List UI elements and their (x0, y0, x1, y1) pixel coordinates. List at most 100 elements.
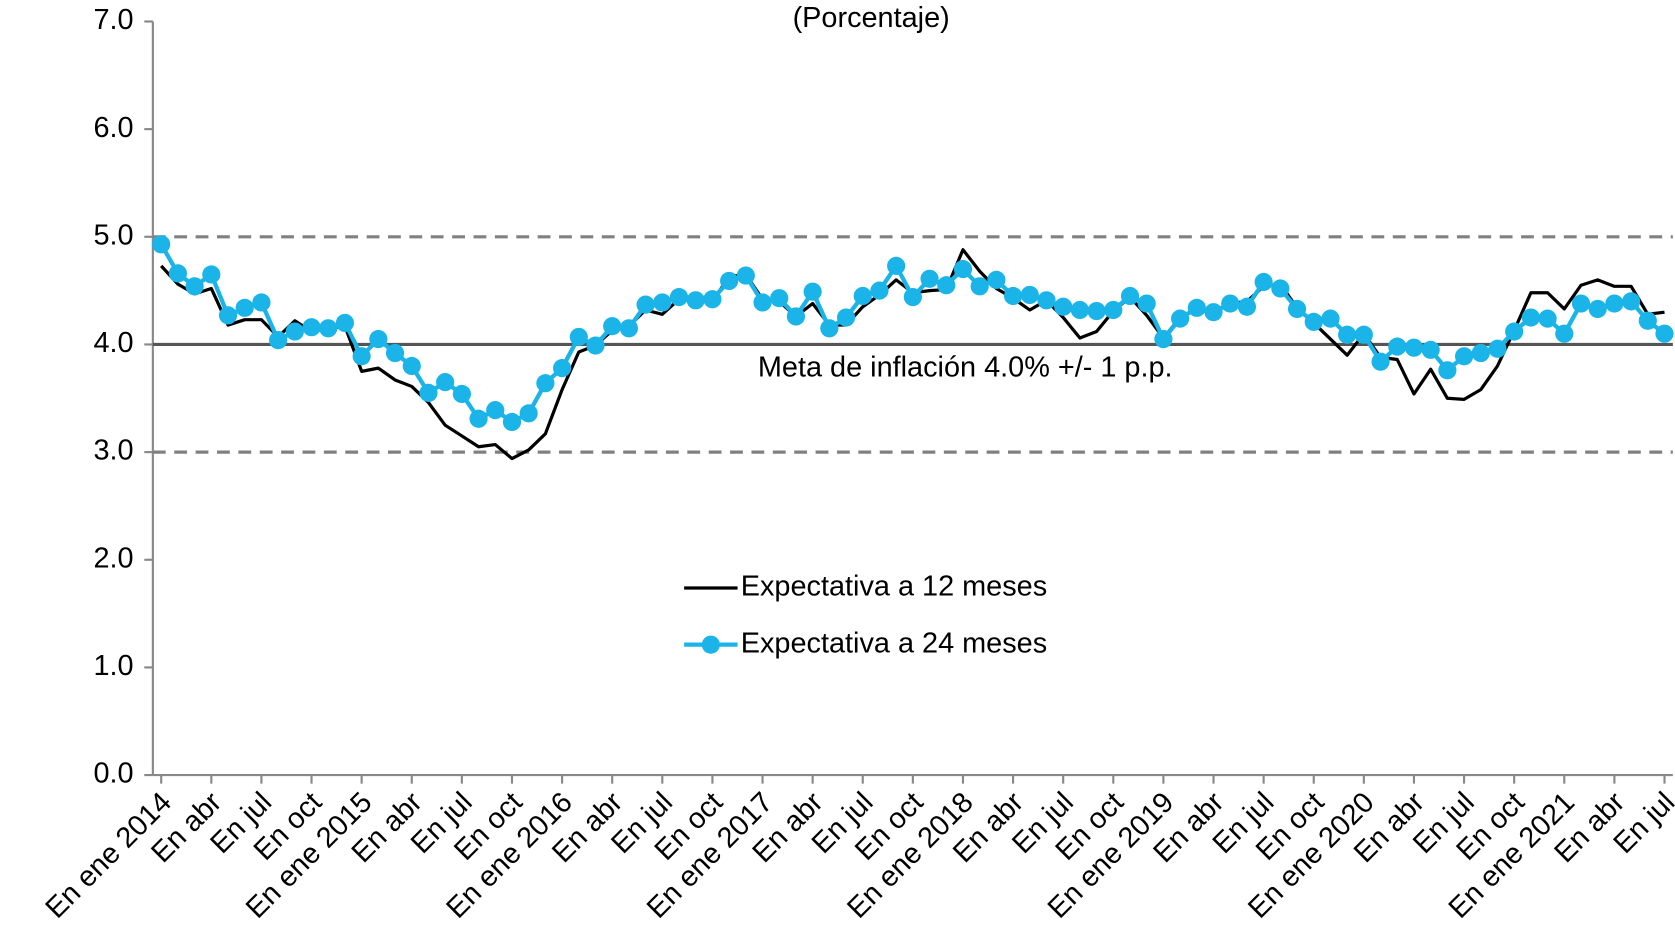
data-point (669, 287, 689, 307)
data-point (1304, 312, 1323, 331)
data-point (452, 384, 471, 404)
data-point (469, 409, 488, 428)
data-point (1054, 297, 1073, 316)
y-tick-label: 2.0 (93, 542, 133, 574)
data-point (1655, 324, 1674, 343)
chart-title: (Porcentaje) (793, 2, 950, 34)
data-point (1388, 337, 1407, 356)
data-point (486, 401, 505, 420)
data-point (786, 307, 806, 326)
data-point (1555, 324, 1574, 343)
data-point (1605, 294, 1624, 313)
data-point (970, 277, 989, 296)
data-point (1505, 322, 1524, 341)
data-point (1271, 279, 1290, 298)
data-point (853, 286, 872, 306)
data-point (820, 319, 839, 338)
data-point (720, 271, 739, 291)
data-point (1638, 311, 1657, 330)
data-point (753, 293, 772, 312)
data-point (1354, 325, 1373, 344)
data-point (1204, 303, 1223, 322)
data-point (987, 270, 1006, 289)
y-tick-label: 6.0 (93, 112, 133, 144)
data-point (636, 295, 655, 314)
data-point (1037, 291, 1056, 310)
data-point (569, 327, 588, 347)
data-point (536, 374, 555, 393)
data-point (335, 313, 355, 333)
y-tick-label: 3.0 (93, 435, 133, 467)
data-point (1237, 297, 1257, 316)
data-point (1438, 361, 1457, 380)
y-tick-label: 4.0 (93, 327, 133, 359)
data-point (519, 404, 538, 423)
data-point (903, 287, 922, 307)
y-tick-label: 0.0 (93, 758, 133, 790)
data-point (1538, 309, 1557, 328)
data-point (285, 322, 304, 341)
y-tick-label: 7.0 (93, 4, 133, 36)
data-point (1287, 299, 1307, 319)
data-point (1087, 301, 1106, 321)
data-point (302, 318, 321, 337)
data-point (1070, 300, 1089, 320)
data-point (1571, 294, 1591, 313)
data-point (152, 235, 171, 254)
data-point (736, 266, 755, 285)
data-point (218, 306, 238, 325)
data-point (1104, 300, 1123, 320)
data-point (1321, 309, 1340, 328)
data-point (1622, 292, 1641, 311)
data-point (1020, 285, 1039, 305)
data-point (686, 291, 705, 310)
y-tick-label: 1.0 (93, 650, 133, 682)
data-point (1371, 352, 1390, 371)
data-point (1154, 329, 1173, 349)
data-point (168, 264, 187, 283)
data-point (1521, 308, 1540, 327)
data-point (887, 256, 906, 275)
data-point (235, 298, 254, 317)
data-point (269, 331, 288, 350)
data-point (553, 359, 572, 378)
data-point (770, 289, 789, 308)
data-point (619, 319, 638, 338)
annotation: Meta de inflación 4.0% +/- 1 p.p. (758, 352, 1173, 384)
data-point (252, 293, 271, 312)
data-point (436, 373, 455, 392)
data-point (1421, 340, 1440, 359)
data-point (1454, 347, 1474, 366)
data-point (703, 290, 722, 309)
data-point (1003, 286, 1023, 306)
data-point (502, 412, 522, 432)
data-point (1137, 294, 1156, 313)
legend-marker (701, 635, 720, 654)
data-point (385, 343, 405, 363)
data-point (1488, 339, 1507, 358)
series-line (159, 243, 1666, 425)
y-tick-label: 5.0 (93, 219, 133, 251)
data-point (202, 265, 221, 284)
data-point (369, 329, 388, 349)
data-point (653, 293, 672, 312)
data-point (1187, 298, 1206, 317)
data-point (920, 269, 939, 288)
data-point (1471, 343, 1490, 363)
data-point (603, 317, 622, 336)
data-point (1404, 338, 1424, 357)
data-point (803, 282, 822, 301)
legend-label: Expectativa a 12 meses (741, 571, 1047, 603)
data-point (953, 260, 973, 279)
data-point (352, 347, 371, 366)
data-point (419, 383, 438, 402)
data-point (937, 276, 956, 295)
data-point (1120, 286, 1140, 306)
data-point (402, 356, 421, 376)
data-point (1588, 299, 1607, 319)
data-point (1171, 309, 1190, 328)
data-point (1338, 325, 1357, 344)
data-point (870, 281, 889, 300)
legend-label: Expectativa a 24 meses (741, 627, 1047, 659)
